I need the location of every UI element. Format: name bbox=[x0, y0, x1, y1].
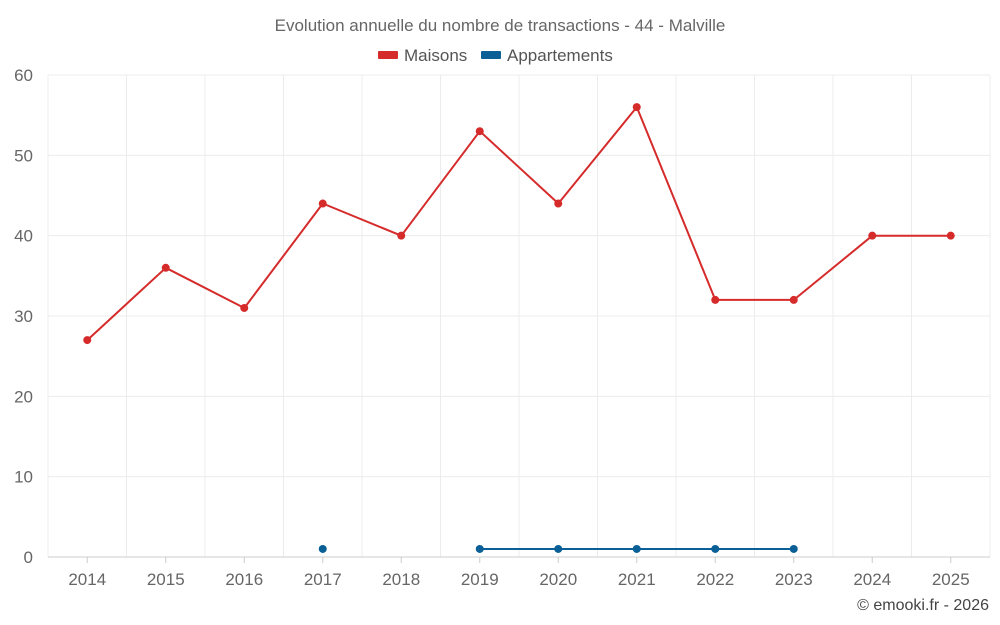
legend-swatch-maisons[interactable] bbox=[378, 51, 398, 59]
x-tick-label-2017: 2017 bbox=[304, 570, 342, 589]
legend-label-maisons[interactable]: Maisons bbox=[404, 46, 467, 65]
y-tick-label-0: 0 bbox=[24, 548, 33, 567]
x-tick-label-2025: 2025 bbox=[932, 570, 970, 589]
x-tick-label-2021: 2021 bbox=[618, 570, 656, 589]
x-tick-label-2018: 2018 bbox=[382, 570, 420, 589]
data-point-maisons-2020[interactable] bbox=[554, 199, 563, 208]
data-point-maisons-2015[interactable] bbox=[161, 263, 170, 272]
series-line-maisons-0 bbox=[86, 106, 951, 341]
data-point-appartements-2020[interactable] bbox=[554, 544, 563, 553]
data-point-appartements-2021[interactable] bbox=[632, 544, 641, 553]
x-tick-label-2015: 2015 bbox=[147, 570, 185, 589]
y-tick-label-30: 30 bbox=[14, 307, 33, 326]
data-point-maisons-2017[interactable] bbox=[318, 199, 327, 208]
chart-title: Evolution annuelle du nombre de transact… bbox=[275, 16, 726, 35]
grid bbox=[47, 74, 991, 558]
y-tick-label-40: 40 bbox=[14, 227, 33, 246]
data-point-maisons-2021[interactable] bbox=[632, 103, 641, 112]
legend-swatch-appartements[interactable] bbox=[481, 51, 501, 59]
x-tick-label-2016: 2016 bbox=[225, 570, 263, 589]
x-tick-label-2014: 2014 bbox=[68, 570, 106, 589]
x-axis: 2014 2015 2016 2017 2018 2019 2020 2021 2022 2023… bbox=[68, 557, 970, 589]
x-tick-label-2020: 2020 bbox=[539, 570, 577, 589]
data-point-appartements-2019[interactable] bbox=[475, 544, 484, 553]
credit-text: © emooki.fr - 2026 bbox=[857, 597, 989, 614]
data-point-appartements-2023[interactable] bbox=[789, 544, 798, 553]
legend-label-appartements[interactable]: Appartements bbox=[507, 46, 613, 65]
data-point-maisons-2022[interactable] bbox=[711, 295, 720, 304]
data-point-appartements-2022[interactable] bbox=[711, 544, 720, 553]
data-point-maisons-2016[interactable] bbox=[240, 303, 249, 312]
data-point-maisons-2023[interactable] bbox=[789, 295, 798, 304]
x-tick-label-2019: 2019 bbox=[461, 570, 499, 589]
legend[interactable]: Maisons Appartements bbox=[378, 46, 613, 65]
data-point-maisons-2024[interactable] bbox=[868, 231, 877, 240]
y-axis: 0 10 20 30 40 50 60 bbox=[14, 66, 33, 567]
x-tick-label-2022: 2022 bbox=[696, 570, 734, 589]
x-tick-label-2024: 2024 bbox=[853, 570, 891, 589]
y-tick-label-60: 60 bbox=[14, 66, 33, 85]
y-tick-label-10: 10 bbox=[14, 468, 33, 487]
data-point-appartements-2017[interactable] bbox=[318, 544, 327, 553]
data-point-maisons-2019[interactable] bbox=[475, 127, 484, 136]
x-tick-label-2023: 2023 bbox=[775, 570, 813, 589]
data-point-maisons-2018[interactable] bbox=[397, 231, 406, 240]
series bbox=[83, 103, 955, 553]
data-point-maisons-2025[interactable] bbox=[946, 231, 955, 240]
y-tick-label-20: 20 bbox=[14, 387, 33, 406]
y-tick-label-50: 50 bbox=[14, 146, 33, 165]
data-point-maisons-2014[interactable] bbox=[83, 336, 92, 345]
